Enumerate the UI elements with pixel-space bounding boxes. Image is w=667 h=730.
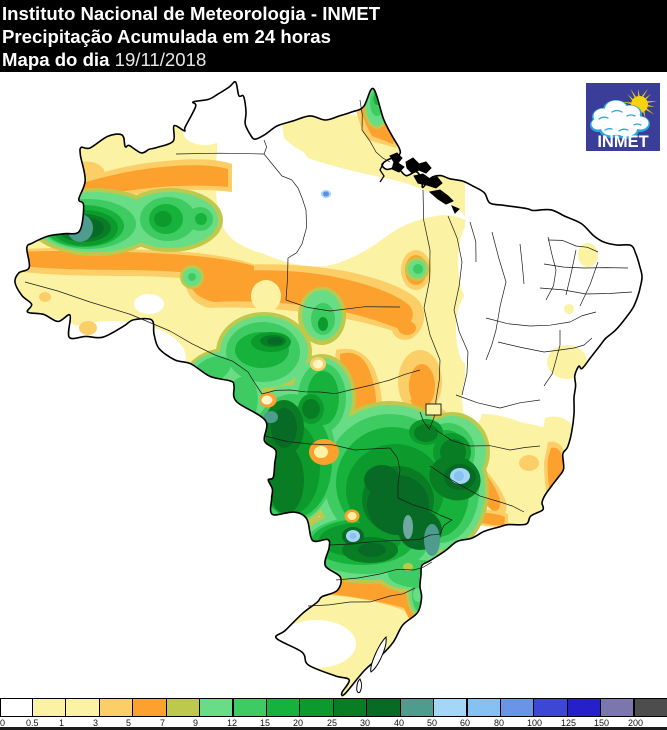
svg-text:INMET: INMET	[597, 133, 648, 151]
